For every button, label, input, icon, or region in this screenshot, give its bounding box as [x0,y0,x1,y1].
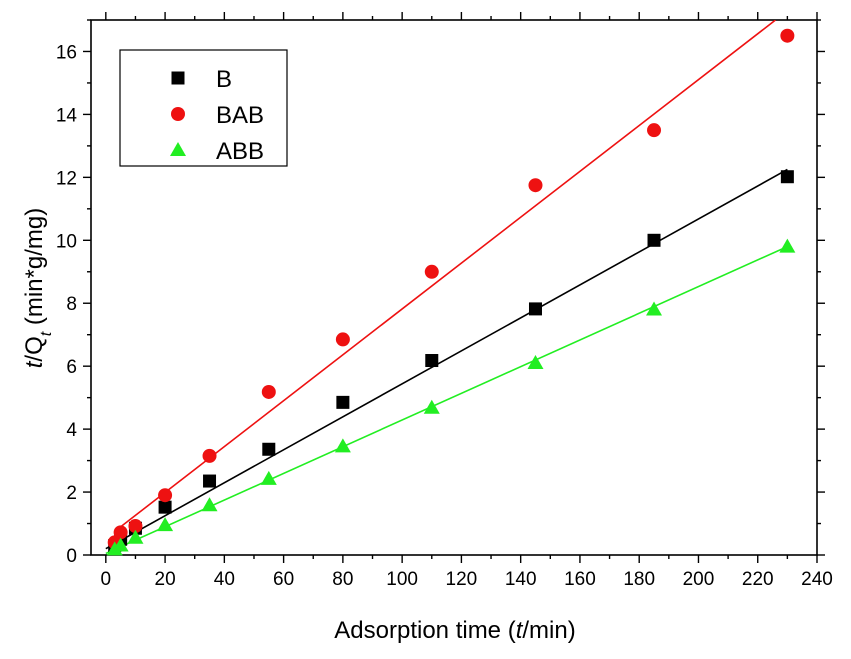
x-tick-label: 120 [446,569,478,590]
data-point-b [336,395,350,409]
y-tick-label: 14 [56,105,78,126]
y-axis-title-part-1: t [21,360,48,368]
x-tick-label: 180 [623,569,655,590]
x-axis-title-part-3: /min) [522,617,575,644]
data-point-abb [334,438,351,453]
x-axis-title-part-1: Adsorption time ( [334,617,515,644]
data-point-bab [158,488,173,503]
x-tick-label: 200 [683,569,715,590]
legend-box [119,49,288,167]
data-point-abb [527,355,544,370]
legend-marker-b [171,71,185,85]
data-point-abb [127,529,144,544]
legend: B BAB ABB [119,49,288,167]
x-axis-title-part-2: t [516,617,524,644]
y-tick-label: 4 [66,420,77,441]
y-tick-label: 8 [66,294,77,315]
y-axis-title: t/Qt (min*g/mg) [21,208,55,369]
x-tick-label: 160 [564,569,596,590]
data-point-abb [423,399,440,414]
legend-marker-bab [171,107,185,121]
data-point-bab [424,264,439,279]
data-point-b [780,170,794,184]
x-tick-label: 20 [155,569,176,590]
y-axis-title-subscript: t [38,331,55,336]
plot-area: 0 20 40 60 80 100 120 140 160 180 200 220 240 0 2 4 6 8 10… [56,12,833,590]
y-axis-title-part-4: (min*g/mg) [21,208,48,332]
data-point-abb [201,497,218,512]
data-point-b [647,233,661,247]
data-point-bab [780,28,795,43]
x-tick-label: 100 [386,569,418,590]
data-point-bab [128,519,143,534]
data-point-bab [528,178,543,193]
data-point-bab [113,525,128,540]
x-tick-label: 140 [505,569,537,590]
data-point-bab [261,384,276,399]
x-tick-label: 240 [801,569,833,590]
y-tick-label: 2 [66,483,77,504]
data-point-abb [112,537,129,552]
data-point-b [203,474,217,488]
y-axis-title-part-2: /Q [21,336,48,361]
fit-line-b [105,168,788,550]
y-tick-label: 16 [56,42,77,63]
data-point-abb [779,238,796,253]
x-tick-label: 0 [101,569,112,590]
fit-line-abb [105,245,788,555]
plot-frame [90,19,818,556]
legend-marker-abb [170,142,186,156]
data-point-abb [260,470,277,485]
data-point-b [425,354,439,368]
y-tick-label: 0 [66,546,77,567]
y-tick-label: 12 [56,168,77,189]
data-point-abb [646,301,663,316]
fit-line-bab [114,20,777,533]
y-tick-label: 10 [56,231,77,252]
data-point-b [528,302,542,316]
data-point-abb [157,517,174,532]
x-tick-label: 40 [214,569,235,590]
x-tick-label: 60 [273,569,294,590]
data-point-bab [647,123,662,138]
data-point-b [158,500,172,514]
x-tick-label: 220 [742,569,774,590]
y-tick-label: 6 [66,357,77,378]
legend-label-b: B [216,66,232,93]
legend-label-abb: ABB [216,138,264,165]
legend-label-bab: BAB [216,102,264,129]
data-point-bab [202,448,217,463]
data-point-bab [335,332,350,347]
data-point-b [262,442,276,456]
x-tick-label: 80 [332,569,353,590]
x-axis-title: Adsorption time (t/min) [334,617,575,644]
